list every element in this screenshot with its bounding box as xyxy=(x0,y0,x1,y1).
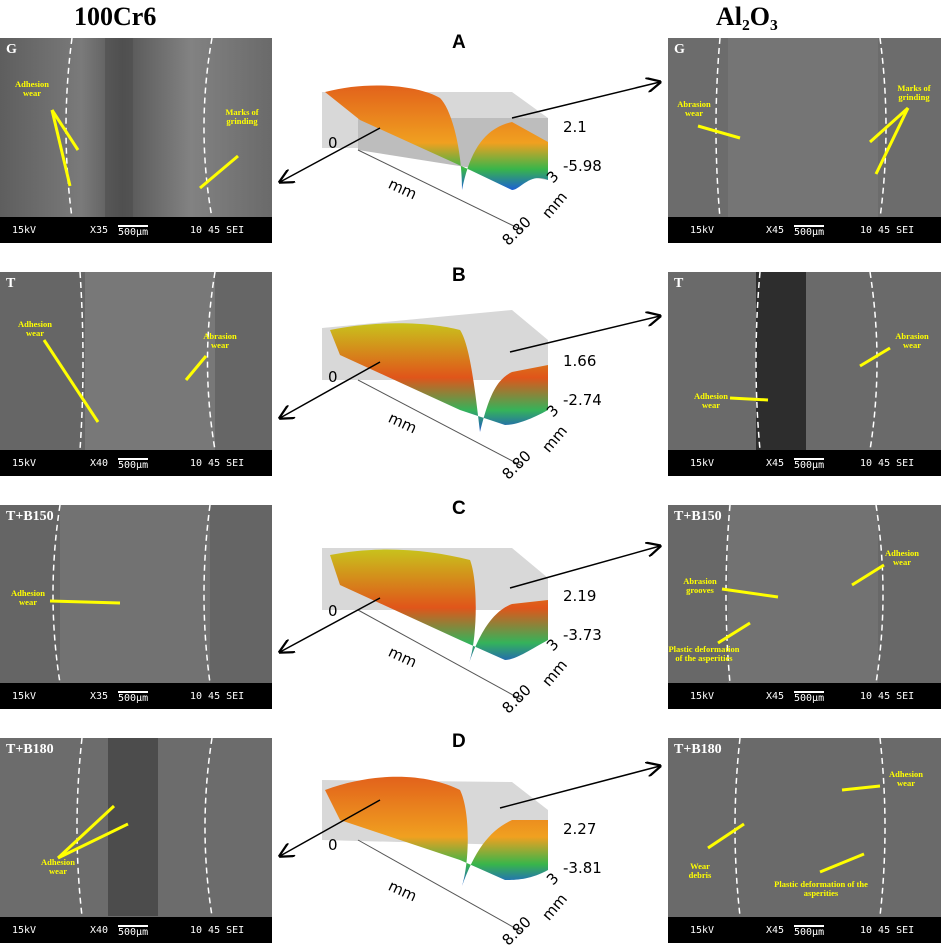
left-column-title: 100Cr6 xyxy=(74,2,157,31)
annotation: Plastic deformation of the asperities xyxy=(774,879,868,898)
sem-databar: 15kV X35 500μm 10 45 SEI xyxy=(0,683,272,709)
annotation: Abrasion wear xyxy=(677,99,711,118)
origin-label: 0 xyxy=(328,134,338,152)
arrow-left-a xyxy=(280,127,381,182)
sem-databar: 15kV X35 500μm 10 45 SEI xyxy=(0,217,272,243)
annotation: Adhesion wear xyxy=(888,769,923,788)
profile-plot-d xyxy=(322,776,548,933)
sem-databar: 15kV X45 500μm 10 45 SEI xyxy=(668,450,941,476)
z-max-label: 1.66 xyxy=(563,352,597,370)
sem-image-al2o3-t: T Adhesion wear Abrasion wear 15kV X45 5… xyxy=(668,272,941,476)
sem-databar: 15kV X40 500μm 10 45 SEI xyxy=(0,450,272,476)
origin-label: 0 xyxy=(328,368,338,386)
annotation: Marks of grinding xyxy=(897,83,931,102)
sem-image-100cr6-g: G Adhesion wear Marks of grinding 15kV X… xyxy=(0,38,272,243)
panel-letter-c: C xyxy=(452,498,466,519)
panel-letter-d: D xyxy=(452,731,466,752)
arrow-left-d xyxy=(280,799,381,856)
z-max-label: 2.1 xyxy=(563,118,587,136)
z-min-label: -3.81 xyxy=(563,859,602,877)
annotation: Marks of grinding xyxy=(225,107,259,126)
sem-texture xyxy=(0,38,272,243)
annotation: Abrasion wear xyxy=(203,331,237,350)
profile-plot-b xyxy=(322,310,548,467)
sem-image-100cr6-tb180: T+B180 Adhesion wear 15kV X40 500μm 10 4… xyxy=(0,738,272,943)
sem-image-100cr6-t: T Adhesion wear Abrasion wear 15kV X40 5… xyxy=(0,272,272,476)
sample-label: T xyxy=(674,276,684,291)
z-max-label: 2.19 xyxy=(563,587,597,605)
z-max-label: 2.27 xyxy=(563,820,597,838)
sample-label: T+B180 xyxy=(674,742,722,757)
arrow-right-c xyxy=(509,546,660,589)
arrow-right-a xyxy=(511,82,660,119)
profile-plot-a xyxy=(322,85,548,231)
sem-image-al2o3-tb150: T+B150 Abrasion grooves Plastic deformat… xyxy=(668,505,941,709)
sample-label: T+B150 xyxy=(6,509,54,524)
panel-letter-a: A xyxy=(452,32,466,53)
sample-label: G xyxy=(674,42,685,57)
profile-plot-c xyxy=(322,548,548,701)
annotation: Abrasion wear xyxy=(895,331,929,350)
z-min-label: -3.73 xyxy=(563,626,602,644)
arrow-left-c xyxy=(280,597,381,652)
sem-image-100cr6-tb150: T+B150 Adhesion wear 15kV X35 500μm 10 4… xyxy=(0,505,272,709)
annotation: Adhesion wear xyxy=(14,79,49,98)
sample-label: G xyxy=(6,42,17,57)
z-min-label: -2.74 xyxy=(563,391,602,409)
right-column-title: Al₂O₃ xyxy=(716,2,778,31)
sem-image-al2o3-tb180: T+B180 Wear debris Adhesion wear Plastic… xyxy=(668,738,941,943)
annotation: Adhesion wear xyxy=(693,391,728,410)
annotation: Wear debris xyxy=(688,861,712,880)
annotation: Adhesion wear xyxy=(40,857,75,876)
sem-databar: 15kV X45 500μm 10 45 SEI xyxy=(668,217,941,243)
sem-databar: 15kV X45 500μm 10 45 SEI xyxy=(668,917,941,943)
arrow-right-d xyxy=(499,766,660,809)
sample-label: T+B150 xyxy=(674,509,722,524)
arrow-right-b xyxy=(509,316,660,353)
annotation: Adhesion wear xyxy=(17,319,52,338)
sem-databar: 15kV X40 500μm 10 45 SEI xyxy=(0,917,272,943)
annotation: Adhesion wear xyxy=(10,588,45,607)
panel-letter-b: B xyxy=(452,265,466,286)
annotation: Plastic deformation of the asperities xyxy=(668,644,740,663)
annotation: Adhesion wear xyxy=(884,548,919,567)
sem-databar: 15kV X45 500μm 10 45 SEI xyxy=(668,683,941,709)
arrow-left-b xyxy=(280,361,381,418)
origin-label: 0 xyxy=(328,836,338,854)
origin-label: 0 xyxy=(328,602,338,620)
annotation: Abrasion grooves xyxy=(683,576,717,595)
sample-label: T xyxy=(6,276,16,291)
z-min-label: -5.98 xyxy=(563,157,602,175)
sample-label: T+B180 xyxy=(6,742,54,757)
sem-image-al2o3-g: G Abrasion wear Marks of grinding 15kV X… xyxy=(668,38,941,243)
